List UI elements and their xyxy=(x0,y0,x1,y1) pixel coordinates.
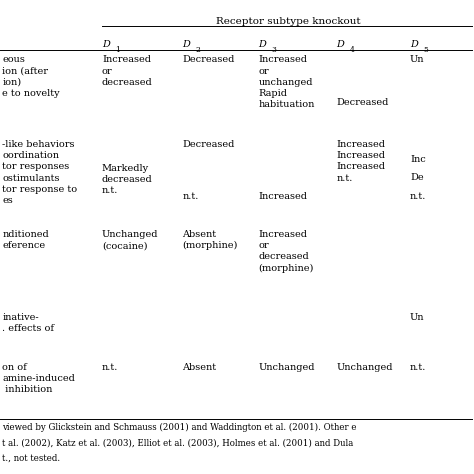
Text: t al. (2002), Katz et al. (2003), Elliot et al. (2003), Holmes et al. (2001) and: t al. (2002), Katz et al. (2003), Elliot… xyxy=(2,438,354,447)
Text: D: D xyxy=(337,40,345,49)
Text: Decreased: Decreased xyxy=(337,98,389,107)
Text: 5: 5 xyxy=(423,46,428,54)
Text: inative-
. effects of: inative- . effects of xyxy=(2,313,55,333)
Text: Markedly
decreased
n.t.: Markedly decreased n.t. xyxy=(102,164,153,195)
Text: D: D xyxy=(182,40,191,49)
Text: Unchanged
(cocaine): Unchanged (cocaine) xyxy=(102,230,158,250)
Text: De: De xyxy=(410,173,424,182)
Text: 3: 3 xyxy=(272,46,277,54)
Text: eous
ion (after
ion)
e to novelty: eous ion (after ion) e to novelty xyxy=(2,55,60,98)
Text: Inc: Inc xyxy=(410,155,426,164)
Text: t., not tested.: t., not tested. xyxy=(2,454,61,463)
Text: n.t.: n.t. xyxy=(102,363,118,372)
Text: Receptor subtype knockout: Receptor subtype knockout xyxy=(216,17,360,26)
Text: 4: 4 xyxy=(350,46,355,54)
Text: 1: 1 xyxy=(115,46,120,54)
Text: D: D xyxy=(410,40,418,49)
Text: -like behaviors
oordination
tor responses
ostimulants
tor response to
es: -like behaviors oordination tor response… xyxy=(2,140,77,205)
Text: Increased
or
decreased
(morphine): Increased or decreased (morphine) xyxy=(258,230,314,273)
Text: 2: 2 xyxy=(196,46,201,54)
Text: D: D xyxy=(102,40,110,49)
Text: viewed by Glickstein and Schmauss (2001) and Waddington et al. (2001). Other e: viewed by Glickstein and Schmauss (2001)… xyxy=(2,423,357,432)
Text: Decreased: Decreased xyxy=(182,140,235,149)
Text: Decreased: Decreased xyxy=(182,55,235,64)
Text: Increased
or
decreased: Increased or decreased xyxy=(102,55,153,87)
Text: n.t.: n.t. xyxy=(182,192,199,201)
Text: Increased
Increased
Increased
n.t.: Increased Increased Increased n.t. xyxy=(337,140,385,182)
Text: Unchanged: Unchanged xyxy=(337,363,393,372)
Text: Increased: Increased xyxy=(258,192,307,201)
Text: Absent: Absent xyxy=(182,363,217,372)
Text: Absent
(morphine): Absent (morphine) xyxy=(182,230,238,250)
Text: Un: Un xyxy=(410,55,425,64)
Text: nditioned
eference: nditioned eference xyxy=(2,230,49,250)
Text: D: D xyxy=(258,40,266,49)
Text: Unchanged: Unchanged xyxy=(258,363,315,372)
Text: n.t.: n.t. xyxy=(410,363,427,372)
Text: on of
amine-induced
 inhibition: on of amine-induced inhibition xyxy=(2,363,75,394)
Text: Increased
or
unchanged
Rapid
habituation: Increased or unchanged Rapid habituation xyxy=(258,55,315,109)
Text: n.t.: n.t. xyxy=(410,192,427,201)
Text: Un: Un xyxy=(410,313,425,322)
